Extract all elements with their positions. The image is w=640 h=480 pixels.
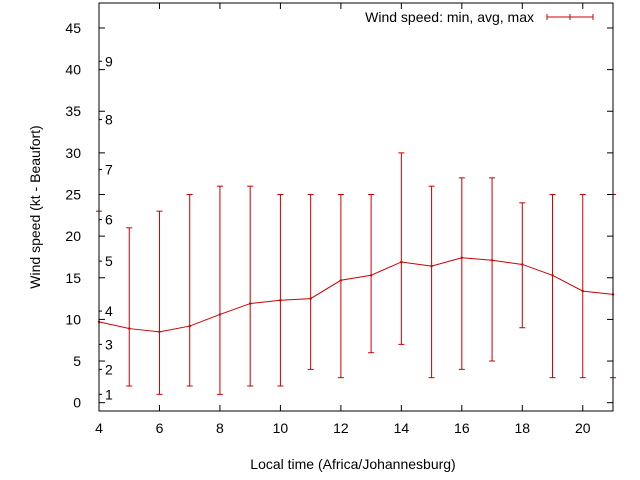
- y-tick-label: 0: [73, 395, 81, 411]
- avg-point: [218, 313, 222, 316]
- y-tick-label: 30: [65, 145, 81, 161]
- avg-point: [158, 330, 161, 334]
- avg-point: [521, 263, 524, 266]
- beaufort-scale: 1 2 3 4 5 6 7 8 9: [99, 53, 113, 402]
- avg-point: [369, 274, 373, 277]
- x-tick-label: 8: [216, 420, 224, 436]
- y-tick-label: 40: [65, 62, 81, 78]
- y-tick-label: 10: [65, 311, 81, 327]
- beaufort-label: 5: [105, 253, 113, 269]
- plot-frame: [98, 2, 614, 412]
- x-tick-label: 20: [575, 420, 591, 436]
- beaufort-label: 2: [105, 361, 113, 377]
- legend-key: [546, 14, 594, 20]
- avg-point: [460, 256, 464, 259]
- avg-point: [188, 324, 191, 328]
- y-tick-label: 25: [65, 187, 81, 203]
- avg-point: [279, 299, 282, 302]
- y-tick-label: 35: [65, 103, 81, 119]
- x-axis-label: Local time (Africa/Johannesburg): [250, 456, 455, 472]
- avg-point: [490, 259, 494, 262]
- avg-point: [581, 289, 584, 293]
- x-tick-label: 18: [515, 420, 531, 436]
- x-axis: 4 6 8 10 12 14 16 18 20: [95, 3, 591, 436]
- x-tick-label: 14: [394, 420, 410, 436]
- beaufort-label: 9: [105, 53, 113, 69]
- y-tick-label: 5: [73, 353, 81, 369]
- beaufort-label: 1: [105, 386, 113, 402]
- avg-point: [430, 264, 433, 268]
- avg-point: [128, 327, 131, 330]
- avg-point: [551, 274, 554, 277]
- avg-line: [98, 257, 614, 333]
- y-axis-label: Wind speed (kt - Beaufort): [27, 125, 43, 288]
- y-tick-label: 15: [65, 270, 81, 286]
- x-tick-label: 12: [333, 420, 349, 436]
- beaufort-label: 8: [105, 112, 113, 128]
- beaufort-label: 3: [105, 336, 113, 352]
- legend-label: Wind speed: min, avg, max: [365, 9, 534, 25]
- avg-point: [400, 260, 403, 264]
- beaufort-label: 4: [105, 303, 113, 319]
- y-tick-label: 45: [65, 20, 81, 36]
- beaufort-label: 6: [105, 211, 113, 227]
- avg-point: [248, 302, 252, 305]
- avg-point: [309, 297, 312, 300]
- legend: Wind speed: min, avg, max: [365, 9, 594, 25]
- x-tick-label: 4: [95, 420, 103, 436]
- x-tick-label: 6: [156, 420, 164, 436]
- avg-point: [339, 279, 343, 282]
- beaufort-label: 7: [105, 162, 113, 178]
- x-tick-label: 10: [273, 420, 289, 436]
- y-tick-label: 20: [65, 228, 81, 244]
- x-tick-label: 16: [454, 420, 470, 436]
- data-layer: [96, 152, 616, 411]
